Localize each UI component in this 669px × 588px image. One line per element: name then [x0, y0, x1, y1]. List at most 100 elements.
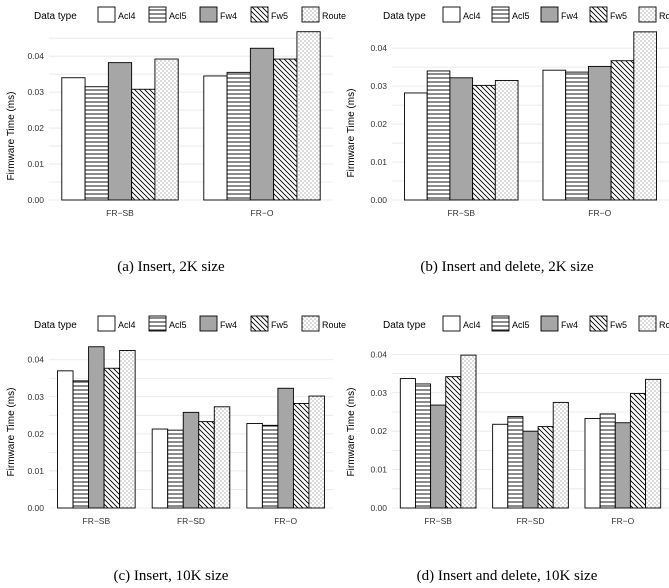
bar-acl5-2	[507, 416, 524, 509]
y-tick-label: 0.04	[370, 349, 387, 359]
bar-acl4-1	[57, 370, 74, 509]
legend-swatch-route	[638, 6, 657, 23]
bar-route-1	[154, 58, 179, 201]
x-tick-label: FR−SD	[177, 516, 205, 526]
legend-swatch-acl4	[97, 6, 116, 23]
legend-label-acl5: Acl5	[512, 11, 530, 21]
y-tick-label: 0.01	[27, 159, 44, 169]
caption-d: (d) Insert and delete, 10K size	[417, 568, 598, 584]
legend-label-route: Route	[659, 11, 669, 21]
y-axis-title-d: Firmware Time (ms)	[346, 388, 357, 477]
y-tick-label: 0.03	[27, 87, 44, 97]
legend-label-fw5: Fw5	[271, 11, 288, 21]
bar-acl4-1	[404, 92, 428, 201]
bar-fw4-2	[587, 65, 612, 201]
plot-area-a: 0.00 0.01 0.02 0.03 0.04 FR−SB FR−O	[27, 31, 333, 218]
legend-swatch-route	[301, 6, 320, 23]
bar-acl5-1	[415, 383, 432, 509]
bar-acl4-2	[542, 69, 567, 201]
y-tick-label: 0.02	[370, 426, 387, 436]
legend-b: Data type Acl4 Acl5 Fw4 Fw5 Route	[383, 6, 669, 23]
bar-fw4-2	[249, 47, 275, 201]
legend-title-b: Data type	[383, 11, 426, 22]
y-tick-label: 0.00	[370, 195, 387, 205]
bar-acl4-1	[399, 378, 416, 509]
bar-fw4-1	[449, 77, 474, 201]
bar-fw5-2	[610, 60, 635, 201]
legend-a: Data type Acl4 Acl5 Fw4 Fw5 Route	[34, 6, 346, 23]
legend-label-fw4: Fw4	[561, 11, 578, 21]
legend-label-acl5: Acl5	[512, 320, 530, 330]
y-tick-label: 0.04	[27, 355, 44, 365]
y-tick-label: 0.00	[370, 503, 387, 513]
y-tick-label: 0.04	[370, 43, 387, 53]
legend-items-d: Acl4 Acl5 Fw4 Fw5 Route	[442, 315, 669, 332]
legend-swatch-acl5	[491, 6, 510, 23]
legend-swatch-acl4	[442, 6, 461, 23]
y-axis-title-c: Firmware Time (ms)	[6, 388, 17, 477]
legend-label-route: Route	[322, 11, 346, 21]
legend-title-a: Data type	[34, 11, 77, 22]
y-tick-label: 0.00	[27, 503, 44, 513]
x-tick-label: FR−O	[274, 516, 297, 526]
bar-acl4-1	[61, 77, 86, 201]
legend-swatch-fw5	[250, 315, 269, 332]
bar-acl5-2	[565, 71, 589, 201]
legend-swatch-acl5	[491, 315, 510, 332]
legend-swatch-fw5	[250, 6, 269, 23]
y-axis-title-a: Firmware Time (ms)	[6, 92, 17, 181]
legend-swatch-fw4	[540, 315, 559, 332]
bar-fw4-1	[430, 404, 447, 509]
x-tick-label: FR−SB	[106, 208, 134, 218]
plot-area-c: 0.00 0.01 0.02 0.03 0.04 FR−SB FR−SD FR−O	[27, 346, 333, 526]
legend-swatch-acl5	[148, 6, 167, 23]
y-tick-label: 0.01	[370, 465, 387, 475]
legend-swatch-fw5	[589, 6, 608, 23]
y-tick-label: 0.00	[27, 195, 44, 205]
bar-route-2	[213, 406, 231, 509]
legend-swatch-acl4	[97, 315, 116, 332]
legend-swatch-acl5	[148, 315, 167, 332]
bar-fw5-2	[198, 421, 215, 509]
panel-c: Data type Acl4 Acl5 Fw4 Fw5 Route 0.000.010.…	[6, 315, 346, 584]
legend-swatch-route	[638, 315, 657, 332]
legend-label-route: Route	[659, 320, 669, 330]
legend-label-fw4: Fw4	[561, 320, 578, 330]
legend-label-fw4: Fw4	[220, 320, 237, 330]
legend-label-acl4: Acl4	[463, 320, 481, 330]
legend-label-acl5: Acl5	[169, 11, 187, 21]
bar-fw4-3	[614, 422, 631, 509]
legend-items-a: Acl4 Acl5 Fw4 Fw5 Route	[97, 6, 346, 23]
plot-area-d: 0.00 0.01 0.02 0.03 0.04 FR−SB FR−SD FR−O	[370, 349, 669, 526]
bar-fw4-1	[88, 346, 105, 509]
legend-swatch-fw4	[199, 6, 218, 23]
legend-label-acl4: Acl4	[118, 11, 136, 21]
bar-fw5-2	[537, 426, 554, 509]
bar-acl5-3	[599, 413, 616, 509]
bar-route-2	[633, 31, 657, 201]
x-tick-label: FR−SB	[83, 516, 111, 526]
bar-acl5-1	[72, 380, 90, 509]
plot-area-b: 0.00 0.01 0.02 0.03 0.04 FR−SB FR−O	[370, 31, 669, 218]
legend-c: Data type Acl4 Acl5 Fw4 Fw5 Route	[34, 315, 346, 332]
y-tick-label: 0.02	[27, 429, 44, 439]
bar-acl5-1	[84, 86, 109, 201]
legend-label-fw5: Fw5	[610, 320, 627, 330]
bar-route-2	[296, 31, 321, 201]
bar-fw4-1	[107, 62, 133, 201]
legend-label-acl5: Acl5	[169, 320, 187, 330]
bar-acl5-3	[261, 424, 279, 509]
legend-d: Data type Acl4 Acl5 Fw4 Fw5 Route	[383, 315, 669, 332]
bar-fw5-1	[131, 88, 156, 201]
bar-fw5-1	[472, 84, 496, 201]
caption-c: (c) Insert, 10K size	[114, 568, 229, 584]
bar-route-1	[494, 79, 519, 201]
legend-swatch-fw4	[540, 6, 559, 23]
legend-label-fw4: Fw4	[220, 11, 237, 21]
x-tick-label: FR−O	[251, 208, 274, 218]
y-tick-label: 0.02	[27, 123, 44, 133]
legend-swatch-acl4	[442, 315, 461, 332]
legend-label-acl4: Acl4	[118, 320, 136, 330]
